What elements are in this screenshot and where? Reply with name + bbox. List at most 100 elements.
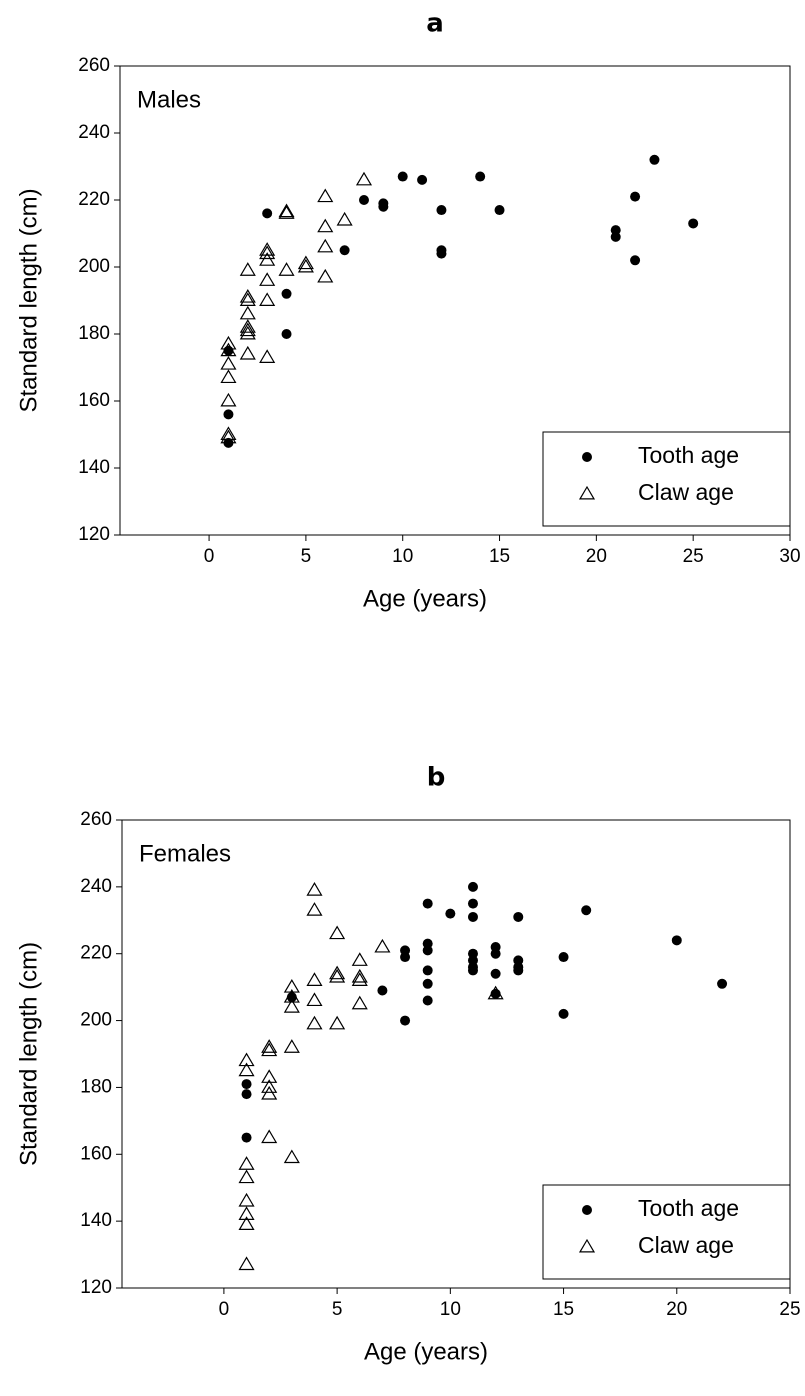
data-point (490, 948, 501, 959)
x-tick-label: 15 (553, 1299, 574, 1320)
data-point (317, 218, 334, 233)
y-tick-label: 200 (80, 1010, 112, 1031)
data-point (467, 881, 478, 892)
data-point (671, 935, 682, 946)
data-point (436, 248, 447, 259)
chart-title: a (426, 9, 444, 39)
data-point (358, 195, 369, 205)
data-point (351, 972, 368, 986)
data-point (374, 938, 391, 953)
data-point (513, 965, 524, 976)
y-tick-label: 240 (80, 876, 112, 897)
y-tick-label: 140 (80, 1210, 112, 1231)
data-point (278, 262, 295, 276)
data-point (220, 355, 237, 370)
x-tick-label: 20 (586, 546, 607, 567)
data-point (220, 426, 237, 440)
y-tick-label: 260 (78, 55, 110, 76)
data-point (281, 288, 292, 299)
data-point (422, 965, 433, 976)
y-tick-label: 120 (78, 524, 110, 545)
panel-label: Males (137, 86, 201, 113)
legend-marker (578, 1238, 596, 1253)
data-point (494, 205, 505, 216)
data-point (220, 335, 237, 350)
data-point (278, 205, 295, 219)
y-axis-label: Standard length (cm) (15, 942, 42, 1166)
legend-marker (582, 452, 592, 462)
y-tick-label: 140 (78, 457, 110, 478)
data-point (241, 1079, 252, 1090)
data-point (377, 985, 388, 996)
data-point (239, 305, 256, 320)
data-point (445, 908, 456, 919)
data-point (306, 902, 323, 916)
y-tick-label: 260 (80, 809, 112, 830)
data-point (297, 255, 314, 270)
data-point (223, 409, 234, 420)
data-point (630, 255, 641, 266)
x-tick-label: 30 (779, 546, 800, 567)
legend-marker (582, 1205, 592, 1215)
data-point (239, 322, 256, 337)
data-point (220, 369, 237, 384)
data-point (317, 238, 334, 253)
x-tick-label: 25 (683, 546, 704, 567)
x-axis-label: Age (years) (364, 1338, 488, 1365)
plot-frame (121, 819, 791, 1289)
data-point (475, 171, 486, 182)
data-point (283, 1039, 300, 1053)
x-tick-label: 15 (489, 546, 510, 567)
plot-frame (119, 65, 791, 536)
data-point (278, 203, 295, 218)
y-tick-label: 200 (78, 256, 110, 277)
data-point (422, 898, 433, 909)
legend-marker (578, 485, 596, 500)
data-point (306, 972, 323, 986)
x-tick-label: 5 (301, 546, 312, 567)
data-point (239, 262, 256, 276)
data-point (397, 171, 408, 182)
data-point (467, 911, 478, 922)
y-tick-label: 160 (78, 390, 110, 411)
data-point (238, 1052, 255, 1067)
data-point (241, 1089, 252, 1100)
data-point (490, 968, 501, 979)
data-point (649, 154, 660, 165)
data-point (261, 1042, 278, 1057)
x-tick-label: 20 (666, 1299, 687, 1320)
data-point (220, 342, 237, 357)
legend-label: Claw age (638, 479, 734, 505)
x-tick-label: 0 (204, 546, 215, 567)
data-point (436, 205, 447, 216)
x-tick-label: 25 (779, 1299, 800, 1320)
data-point (239, 319, 256, 333)
data-point (467, 965, 478, 976)
data-point (259, 272, 276, 286)
data-point (261, 1039, 278, 1053)
data-point (241, 1132, 252, 1143)
legend-box (542, 431, 791, 527)
data-point (238, 1206, 255, 1220)
data-point (317, 268, 334, 283)
y-tick-label: 220 (78, 189, 110, 210)
y-tick-label: 160 (80, 1143, 112, 1164)
data-point (239, 325, 256, 340)
data-point (283, 988, 300, 1003)
data-point (329, 925, 346, 940)
data-point (688, 218, 699, 229)
x-tick-label: 10 (440, 1299, 461, 1320)
data-point (220, 392, 237, 407)
data-point (467, 898, 478, 909)
data-point (261, 1069, 278, 1083)
data-point (259, 242, 276, 256)
legend-label: Tooth age (638, 1195, 739, 1221)
data-point (487, 985, 504, 1000)
data-point (238, 1256, 255, 1271)
data-point (339, 245, 350, 256)
data-point (281, 329, 292, 339)
y-tick-label: 240 (78, 122, 110, 143)
data-point (238, 1169, 255, 1184)
data-point (329, 1015, 346, 1030)
